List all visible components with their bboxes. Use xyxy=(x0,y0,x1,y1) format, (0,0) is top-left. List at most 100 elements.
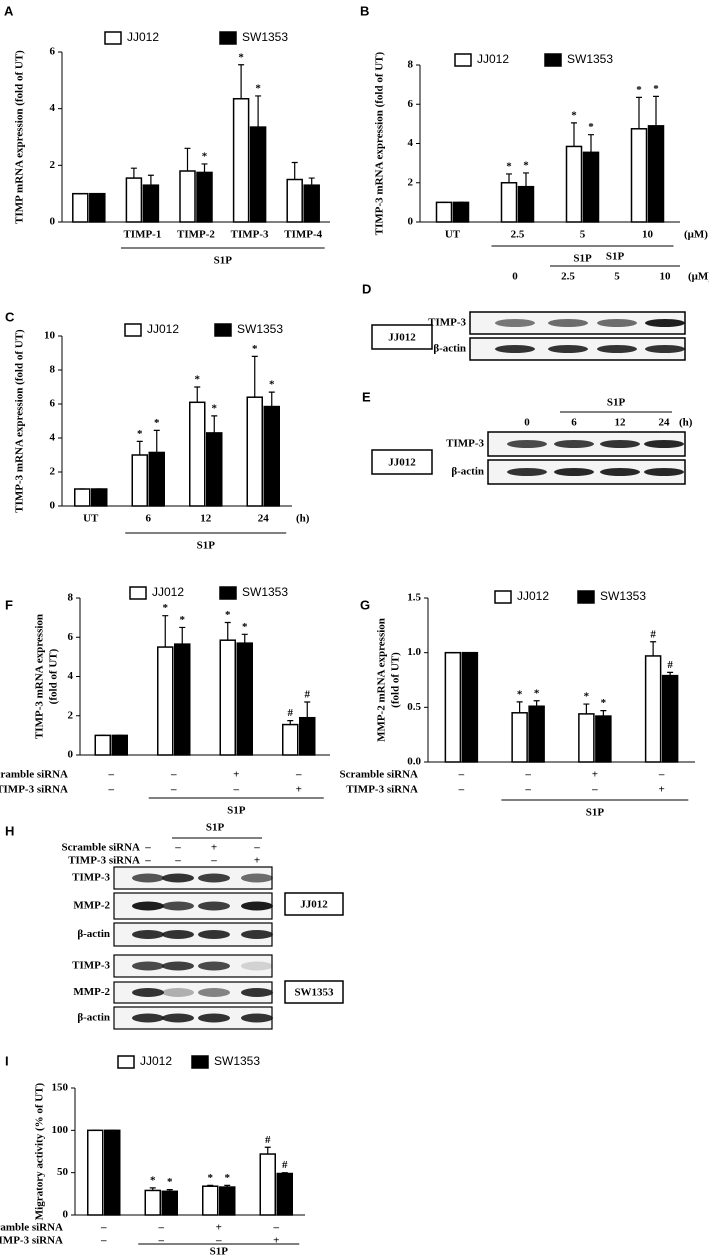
y-tick-label: 6 xyxy=(50,46,56,58)
blot-band xyxy=(597,345,637,353)
condition-value: – xyxy=(215,1235,222,1247)
bar xyxy=(246,396,263,507)
legend-label: SW1353 xyxy=(237,322,283,336)
significance-mark: * xyxy=(523,159,529,171)
error-bar xyxy=(268,391,275,407)
blot-band xyxy=(132,1013,164,1023)
bar xyxy=(94,734,111,756)
condition-label: TIMP-3 siRNA xyxy=(68,855,140,867)
significance-mark: * xyxy=(255,82,261,94)
condition-value: + xyxy=(211,842,217,854)
blot-band xyxy=(644,468,684,476)
condition-value: – xyxy=(210,855,217,867)
legend-swatch xyxy=(494,590,512,604)
error-bar xyxy=(533,700,540,707)
y-tick-label: 2 xyxy=(50,466,56,478)
bar xyxy=(236,642,253,756)
blot-row-label: MMP-2 xyxy=(73,900,110,912)
condition-value: – xyxy=(233,784,240,796)
y-tick-label: 0 xyxy=(63,1209,69,1221)
panel-label: A xyxy=(4,3,14,18)
bar xyxy=(111,734,128,756)
blot-row-label: β-actin xyxy=(77,928,110,940)
bar xyxy=(148,451,165,507)
legend-label: JJ012 xyxy=(140,1054,172,1068)
group-label: S1P xyxy=(586,807,605,819)
x-tick-label: 2.5 xyxy=(511,229,525,241)
y-tick-label: 0 xyxy=(408,216,414,228)
legend-label: SW1353 xyxy=(242,30,288,44)
error-bar xyxy=(264,1146,271,1155)
significance-mark: * xyxy=(208,1172,214,1184)
legend-swatch xyxy=(544,53,562,67)
bar xyxy=(144,1189,161,1216)
bar xyxy=(661,674,679,763)
condition-value: + xyxy=(296,784,302,796)
bar xyxy=(179,170,196,223)
y-tick-label: 4 xyxy=(408,137,414,149)
legend-swatch xyxy=(219,586,237,600)
blot-band xyxy=(198,930,230,939)
bar xyxy=(157,646,174,756)
condition-value: – xyxy=(524,784,531,796)
bar xyxy=(74,488,91,507)
blot-band xyxy=(645,345,685,353)
bar xyxy=(202,1185,219,1216)
x-tick-label: TIMP-1 xyxy=(123,229,161,241)
error-bar xyxy=(241,633,248,644)
blot-band xyxy=(132,961,164,971)
error-bar xyxy=(130,167,137,179)
significance-mark: * xyxy=(534,687,540,699)
x-unit: (h) xyxy=(296,513,310,525)
error-bar xyxy=(194,386,201,403)
bar xyxy=(578,713,595,763)
y-tick-label: 1.5 xyxy=(407,592,421,604)
error-bar xyxy=(207,1184,214,1187)
bar xyxy=(500,182,518,223)
lane-label: 10 xyxy=(660,271,672,283)
significance-mark: * xyxy=(225,1172,231,1184)
condition-value: + xyxy=(233,769,239,781)
significance-mark: * xyxy=(167,1176,173,1188)
legend-label: SW1353 xyxy=(600,589,646,603)
lane-unit: (h) xyxy=(679,417,693,429)
error-bar xyxy=(653,95,659,126)
bar xyxy=(219,639,236,756)
significance-mark: * xyxy=(584,691,590,703)
blot-band xyxy=(597,319,637,327)
significance-mark: * xyxy=(506,160,512,172)
panel-label: H xyxy=(5,823,14,838)
condition-value: – xyxy=(458,769,465,781)
error-bar xyxy=(255,95,262,128)
x-tick-label: TIMP-4 xyxy=(284,229,322,241)
legend-label: JJ012 xyxy=(477,52,509,66)
y-tick-label: 0 xyxy=(50,216,56,228)
significance-mark: * xyxy=(242,621,248,633)
bar xyxy=(461,651,479,763)
blot-band xyxy=(507,468,547,476)
blot-band xyxy=(162,901,194,911)
error-bar xyxy=(506,173,512,183)
blot-band xyxy=(132,988,164,997)
condition-value: – xyxy=(144,842,151,854)
error-bar xyxy=(224,1184,231,1188)
blot-band xyxy=(198,961,230,971)
condition-label: TIMP-3 siRNA xyxy=(0,784,68,796)
bar xyxy=(91,488,108,507)
legend-label: SW1353 xyxy=(242,585,288,599)
bar xyxy=(232,98,250,223)
lane-label: 2.5 xyxy=(561,271,575,283)
blot-band xyxy=(241,988,273,997)
legend-label: SW1353 xyxy=(567,52,613,66)
panel-label: G xyxy=(360,597,370,612)
condition-value: – xyxy=(253,842,260,854)
error-bar xyxy=(166,1189,173,1192)
bar xyxy=(263,405,280,507)
error-bar xyxy=(287,720,294,725)
blot-band xyxy=(644,440,684,448)
condition-value: – xyxy=(100,1235,107,1247)
blot-band xyxy=(241,930,273,939)
lane-label: 0 xyxy=(512,271,518,283)
x-tick-label: 10 xyxy=(642,229,654,241)
blot-band xyxy=(162,873,194,883)
